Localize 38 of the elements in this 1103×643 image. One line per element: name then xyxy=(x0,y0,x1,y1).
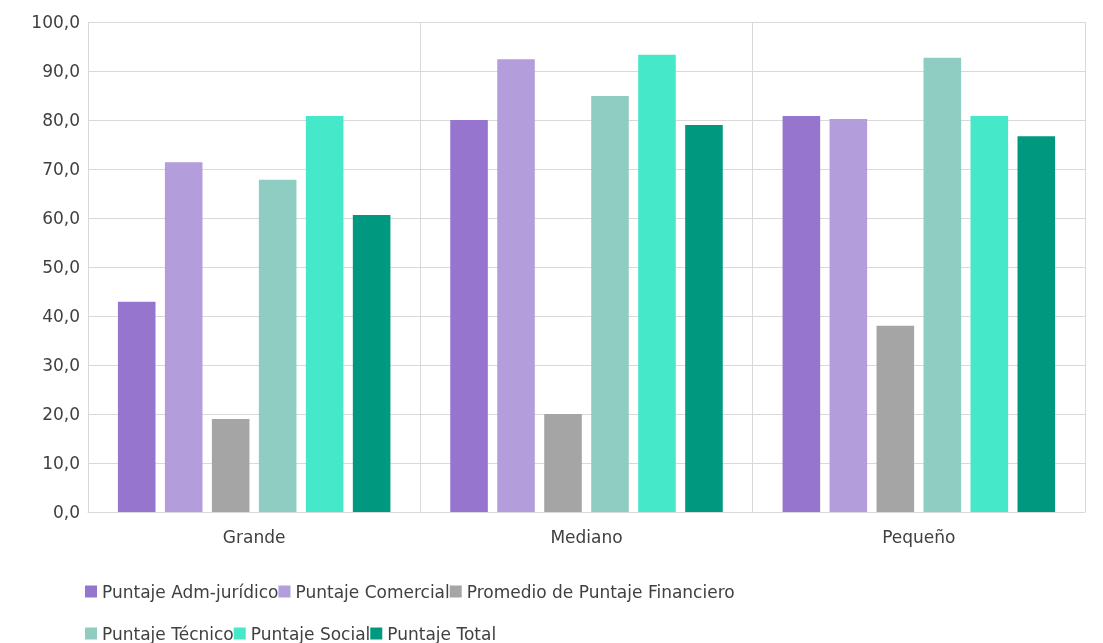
legend-label: Puntaje Técnico xyxy=(102,623,234,643)
legend-label: Puntaje Total xyxy=(387,623,497,643)
x-tick-label: Pequeño xyxy=(882,526,956,547)
bar xyxy=(211,418,250,512)
y-tick-label: 0,0 xyxy=(52,502,80,522)
legend-label: Puntaje Social xyxy=(250,623,371,643)
y-tick-label: 20,0 xyxy=(42,404,80,424)
bar xyxy=(923,57,962,512)
bar xyxy=(829,119,868,512)
y-tick-label: 90,0 xyxy=(42,61,80,81)
bar xyxy=(685,124,723,512)
bar xyxy=(164,162,203,512)
bar xyxy=(258,179,297,512)
y-tick-label: 70,0 xyxy=(42,159,80,179)
y-tick-label: 100,0 xyxy=(31,12,80,32)
bar xyxy=(782,116,821,512)
x-tick-label: Mediano xyxy=(550,526,623,547)
bar xyxy=(305,116,344,512)
y-tick-label: 30,0 xyxy=(42,355,80,375)
y-tick-label: 40,0 xyxy=(42,306,80,326)
bar xyxy=(638,54,676,512)
bar xyxy=(497,59,535,512)
y-tick-label: 50,0 xyxy=(42,257,80,277)
bar xyxy=(1017,136,1056,512)
bar xyxy=(352,215,391,512)
y-tick-label: 80,0 xyxy=(42,110,80,130)
legend-label: Puntaje Adm-jurídico xyxy=(102,581,279,602)
bar xyxy=(117,301,156,512)
bar xyxy=(591,95,629,512)
bar xyxy=(876,325,915,512)
legend-label: Promedio de Puntaje Financiero xyxy=(466,581,735,602)
bar xyxy=(970,116,1009,512)
bar xyxy=(544,414,582,512)
y-tick-label: 60,0 xyxy=(42,208,80,228)
y-tick-label: 10,0 xyxy=(42,453,80,473)
legend-label: Puntaje Comercial xyxy=(295,581,450,602)
bar xyxy=(450,120,488,512)
x-tick-label: Grande xyxy=(222,526,286,547)
